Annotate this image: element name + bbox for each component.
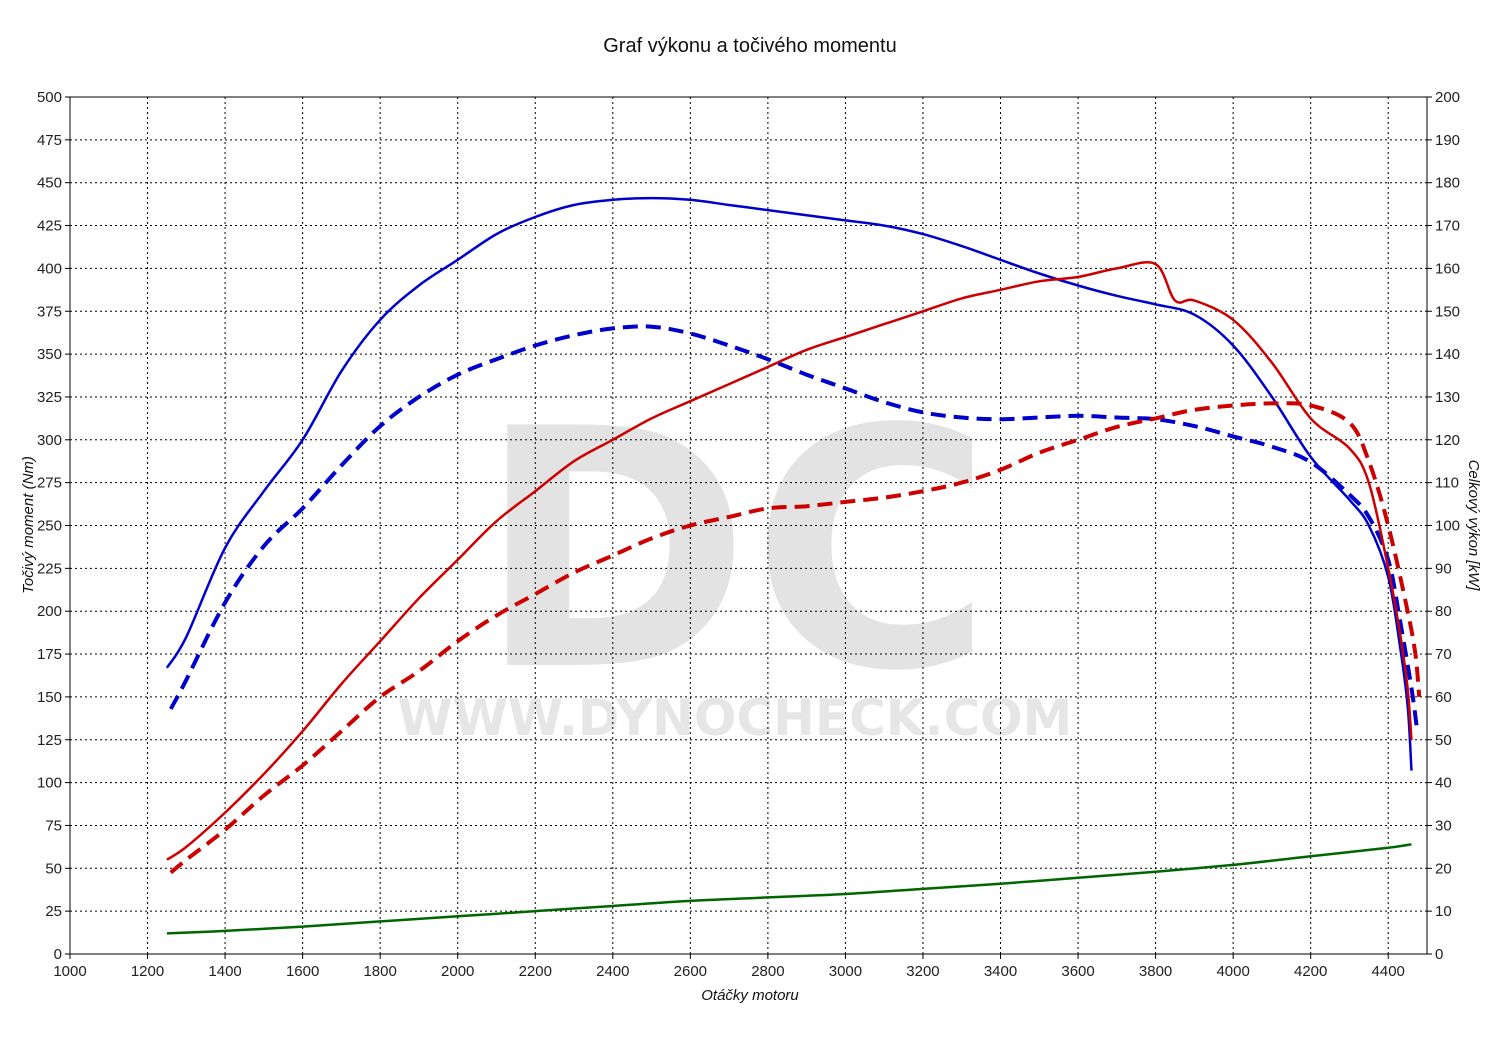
x-tick-label: 1200 [131,963,164,980]
y-right-tick-label: 40 [1435,775,1452,792]
chart-title: Graf výkonu a točivého momentu [603,35,896,57]
y-right-tick-label: 80 [1435,603,1452,620]
y-right-tick-label: 180 [1435,175,1460,192]
x-tick-label: 4200 [1294,963,1327,980]
y-right-tick-label: 60 [1435,689,1452,706]
y-left-tick-label: 325 [37,389,62,406]
y-left-tick-label: 450 [37,175,62,192]
x-tick-label: 2400 [596,963,629,980]
y-left-tick-label: 25 [45,903,62,920]
y-right-tick-label: 70 [1435,646,1452,663]
x-tick-label: 1800 [363,963,396,980]
series-line-4 [169,401,1422,875]
x-tick-label: 3000 [829,963,862,980]
y-right-tick-label: 30 [1435,817,1452,834]
watermark-letters: DC [477,359,993,743]
y-right-tick-label: 170 [1435,218,1460,235]
y-right-tick-label: 10 [1435,903,1452,920]
x-tick-label: 3800 [1139,963,1172,980]
series-line-5 [166,843,1412,935]
x-tick-label: 1400 [208,963,241,980]
y-left-tick-label: 275 [37,475,62,492]
y-left-tick-label: 50 [45,860,62,877]
y-right-tick-label: 160 [1435,260,1460,277]
series-line-1 [165,196,1413,771]
y-right-tick-label: 150 [1435,303,1460,320]
y-left-tick-label: 375 [37,303,62,320]
x-tick-label: 2600 [674,963,707,980]
x-axis-label: Otáčky motoru [701,987,799,1004]
y-right-tick-label: 20 [1435,860,1452,877]
y-left-tick-label: 350 [37,346,62,363]
x-tick-label: 3400 [984,963,1017,980]
y-left-tick-label: 500 [37,89,62,106]
series-line-2 [169,324,1420,732]
y-right-tick-label: 110 [1435,475,1459,492]
y-axis-label-left: Točivý moment (Nm) [20,456,37,594]
y-left-tick-label: 250 [37,518,62,535]
x-tick-label: 3600 [1061,963,1094,980]
y-left-tick-label: 100 [37,775,62,792]
y-right-tick-label: 190 [1435,132,1460,149]
x-tick-label: 1000 [53,963,86,980]
x-tick-label: 2800 [751,963,784,980]
y-left-tick-label: 175 [37,646,62,663]
y-left-tick-label: 0 [54,946,62,963]
y-left-tick-label: 300 [37,432,62,449]
y-left-tick-label: 200 [37,603,62,620]
watermark-url: WWW.DYNOCHECK.COM [398,689,1073,747]
axes: 1000 1200 1400 1600 1800 2000 2200 2400 2600 2800… [37,89,1460,980]
y-right-tick-label: 90 [1435,560,1452,577]
y-left-tick-label: 75 [45,817,62,834]
y-right-tick-label: 100 [1435,518,1460,535]
y-left-tick-label: 400 [37,260,62,277]
y-left-tick-label: 425 [37,218,62,235]
watermark: DC WWW.DYNOCHECK.COM [398,359,1073,747]
x-tick-label: 2000 [441,963,474,980]
series-line-3 [166,260,1413,861]
y-right-tick-label: 140 [1435,346,1460,363]
x-tick-label: 1600 [286,963,319,980]
y-left-tick-label: 225 [37,560,62,577]
y-left-tick-label: 125 [37,732,62,749]
y-right-tick-label: 130 [1435,389,1460,406]
x-tick-label: 4000 [1216,963,1249,980]
x-tick-label: 4400 [1372,963,1405,980]
y-axis-label-right: Celkový výkon [kW] [1465,460,1482,592]
x-tick-label: 2200 [519,963,552,980]
y-right-tick-label: 0 [1435,946,1443,963]
y-right-tick-label: 120 [1435,432,1460,449]
y-right-tick-label: 50 [1435,732,1452,749]
series-layer [165,196,1422,935]
y-left-tick-label: 475 [37,132,62,149]
x-tick-label: 3200 [906,963,939,980]
y-left-tick-label: 150 [37,689,62,706]
y-right-tick-label: 200 [1435,89,1460,106]
